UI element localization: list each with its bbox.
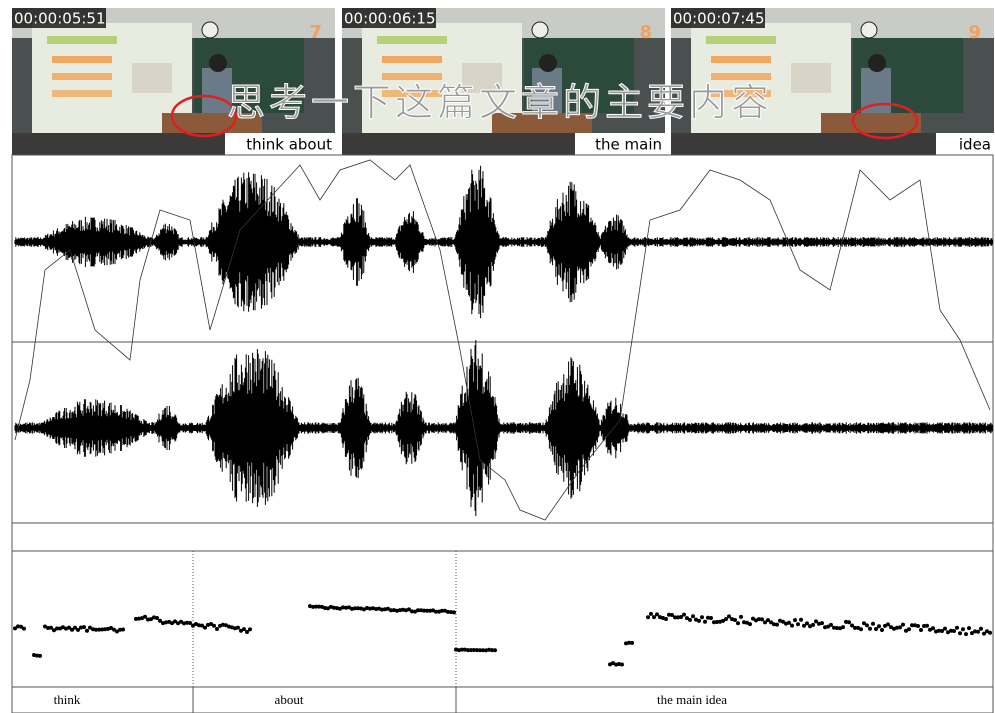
- pitch-dot: [703, 620, 707, 624]
- pitch-dot: [931, 626, 935, 630]
- pitch-dot: [805, 621, 809, 625]
- pitch-dot: [907, 627, 911, 631]
- waveform-panel: [12, 155, 993, 523]
- pitch-dot: [724, 617, 728, 621]
- pitch-dot: [847, 620, 851, 624]
- pitch-dot: [143, 615, 147, 619]
- pitch-dot: [961, 627, 965, 631]
- pitch-dot: [919, 628, 923, 632]
- pitch-dot: [988, 631, 992, 635]
- pitch-dot: [709, 616, 713, 620]
- pitch-dot: [646, 615, 650, 619]
- pitch-dot: [733, 618, 737, 622]
- pitch-dot: [727, 614, 731, 618]
- pitch-dot: [452, 610, 456, 614]
- caption: the main: [595, 136, 662, 154]
- figure: 思考一下这篇文章的主要内容 00:00:05:51 7 think about 00:…: [0, 0, 995, 713]
- pitch-dot: [203, 626, 207, 630]
- pitch-dot: [188, 621, 192, 625]
- word-tier: [12, 687, 993, 713]
- pitch-dot: [955, 626, 959, 630]
- pitch-dot: [655, 612, 659, 616]
- pitch-dot: [886, 622, 890, 626]
- pitch-dot: [649, 612, 653, 616]
- pitch-dot: [85, 629, 89, 633]
- pitch-dot: [212, 624, 216, 628]
- tier-word: about: [275, 692, 304, 707]
- pitch-panel: [12, 523, 993, 687]
- canvas: 思考一下这篇文章的主要内容 00:00:05:51 7 think about 00:…: [0, 0, 995, 713]
- pitch-dot: [943, 627, 947, 631]
- pitch-dot: [859, 627, 863, 631]
- pitch-dot: [215, 627, 219, 631]
- pitch-dot: [898, 625, 902, 629]
- pitch-dot: [155, 616, 159, 620]
- pitch-dot: [38, 654, 42, 658]
- subtitle: 思考一下这篇文章的主要内容: [227, 81, 773, 125]
- pitch-dot: [796, 622, 800, 626]
- frame-number: 7: [309, 22, 322, 43]
- pitch-dot: [652, 615, 656, 619]
- pitch-dot: [688, 618, 692, 622]
- caption: think about: [246, 136, 332, 154]
- pitch-dot: [630, 641, 634, 645]
- pitch-dot: [248, 627, 252, 631]
- pitch-dot: [697, 619, 701, 623]
- pitch-dot: [976, 630, 980, 634]
- pitch-dot: [841, 625, 845, 629]
- pitch-dot: [820, 621, 824, 625]
- pitch-dot: [242, 627, 246, 631]
- pitch-dot: [736, 621, 740, 625]
- pitch-dot: [760, 617, 764, 621]
- frame-number: 9: [968, 22, 981, 43]
- pitch-dot: [877, 624, 881, 628]
- timestamp: 00:00:07:45: [673, 10, 765, 28]
- pitch-dot: [739, 615, 743, 619]
- pitch-dot: [82, 625, 86, 629]
- pitch-dot: [236, 626, 240, 630]
- pitch-dot: [691, 614, 695, 618]
- pitch-dot: [979, 627, 983, 631]
- pitch-dot: [925, 624, 929, 628]
- pitch-dot: [775, 623, 779, 627]
- pitch-dot: [967, 626, 971, 630]
- pitch-dot: [700, 615, 704, 619]
- pitch-dot: [682, 613, 686, 617]
- pitch-dot: [916, 624, 920, 628]
- pitch-dot: [748, 622, 752, 626]
- pitch-dot: [787, 621, 791, 625]
- pitch-dot: [829, 623, 833, 627]
- caption: idea: [959, 136, 991, 154]
- tier-word: the main idea: [657, 692, 727, 707]
- pitch-dot: [793, 618, 797, 622]
- pitch-dot: [871, 622, 875, 626]
- pitch-dot: [811, 623, 815, 627]
- timestamp: 00:00:05:51: [14, 10, 106, 28]
- pitch-dot: [874, 627, 878, 631]
- pitch-dot: [620, 663, 624, 667]
- pitch-dot: [22, 627, 26, 631]
- pitch-dot: [964, 632, 968, 636]
- pitch-dot: [880, 628, 884, 632]
- pitch-dot: [952, 629, 956, 633]
- pitch-dot: [868, 627, 872, 631]
- pitch-dot: [958, 631, 962, 635]
- frame-number: 8: [639, 22, 652, 43]
- tier-word: think: [54, 692, 81, 707]
- timestamp: 00:00:06:15: [344, 10, 436, 28]
- pitch-dot: [121, 628, 125, 632]
- pitch-dot: [664, 617, 668, 621]
- pitch-dot: [799, 618, 803, 622]
- pitch-dot: [790, 624, 794, 628]
- pitch-dot: [493, 648, 497, 652]
- pitch-dot: [901, 623, 905, 627]
- pitch-dot: [865, 623, 869, 627]
